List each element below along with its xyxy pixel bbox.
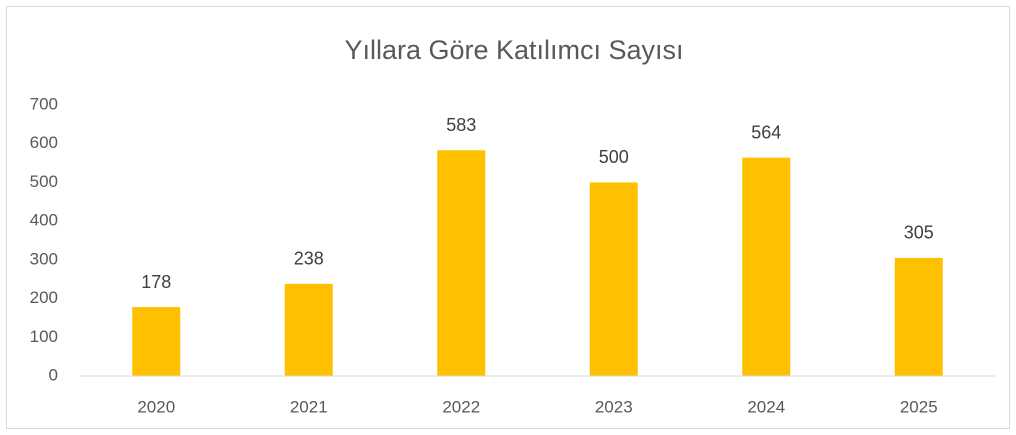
y-tick-label: 700 bbox=[30, 94, 58, 113]
chart-title: Yıllara Göre Katılımcı Sayısı bbox=[344, 35, 683, 65]
bar bbox=[437, 150, 486, 376]
x-tick-label: 2024 bbox=[747, 397, 785, 416]
bar bbox=[589, 182, 638, 376]
data-label: 564 bbox=[751, 122, 781, 142]
y-tick-label: 0 bbox=[49, 365, 58, 384]
y-tick-label: 100 bbox=[30, 327, 58, 346]
data-label: 238 bbox=[294, 249, 324, 269]
x-tick-label: 2021 bbox=[290, 397, 328, 416]
y-tick-label: 400 bbox=[30, 211, 58, 230]
x-tick-label: 2023 bbox=[595, 397, 633, 416]
x-tick-label: 2020 bbox=[137, 397, 175, 416]
y-tick-label: 300 bbox=[30, 249, 58, 268]
x-tick-label: 2022 bbox=[442, 397, 480, 416]
bar bbox=[132, 307, 181, 376]
y-tick-label: 500 bbox=[30, 172, 58, 191]
data-label: 305 bbox=[904, 223, 934, 243]
data-label: 500 bbox=[599, 147, 629, 167]
y-tick-label: 600 bbox=[30, 133, 58, 152]
data-label: 178 bbox=[141, 272, 171, 292]
bar bbox=[284, 283, 333, 376]
y-tick-label: 200 bbox=[30, 288, 58, 307]
data-label: 583 bbox=[446, 115, 476, 135]
bar bbox=[894, 257, 943, 376]
x-tick-label: 2025 bbox=[900, 397, 938, 416]
bar bbox=[742, 157, 791, 376]
